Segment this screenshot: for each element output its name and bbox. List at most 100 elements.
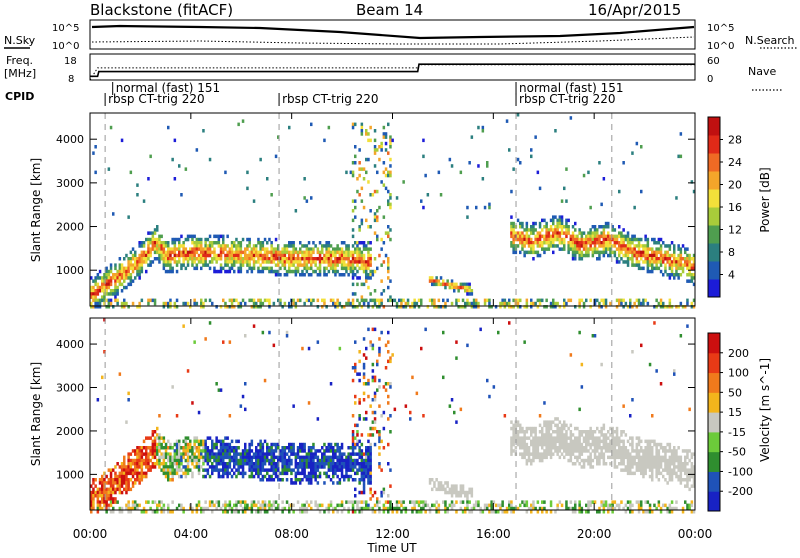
power-cell [286,270,289,274]
velocity-cell [273,510,276,514]
velocity-cell [189,446,192,450]
power-cell [176,270,179,274]
velocity-cell [640,344,643,348]
velocity-cell [664,446,667,450]
power-cell [539,238,542,242]
power-cell [138,276,141,280]
power-cell [488,302,491,306]
velocity-cell [664,462,667,466]
power-cell [295,260,298,264]
power-cell [273,254,276,257]
velocity-cell [644,446,647,450]
velocity-cell [614,459,617,463]
power-cell [466,292,469,296]
velocity-cell [682,510,685,514]
velocity-cell [178,468,181,472]
power-cell [666,251,669,255]
velocity-cell [532,440,535,444]
velocity-cell [270,465,273,469]
power-cell [123,302,126,306]
power-cell [110,283,113,287]
velocity-cell [314,456,317,460]
power-cell [482,177,485,181]
velocity-cell [257,468,260,472]
velocity-cell [213,446,216,450]
velocity-cell [629,452,632,456]
velocity-cell [354,500,357,504]
velocity-cell [356,472,359,476]
velocity-cell [620,430,623,434]
velocity-cell [363,475,366,479]
velocity-cell [581,452,584,456]
velocity-cell [350,475,353,479]
velocity-cell [435,500,438,504]
velocity-cell [182,510,185,514]
velocity-cell [367,382,370,386]
power-cell [636,142,639,146]
power-cell [339,254,342,257]
velocity-cell [209,456,212,460]
power-cell [559,225,562,229]
power-cell [314,270,317,274]
velocity-cell [620,462,623,466]
power-cell [675,267,678,271]
power-cell [576,251,579,255]
power-cell [209,251,212,255]
power-cell [301,257,304,261]
velocity-cell [365,456,368,460]
velocity-cell [592,449,595,453]
velocity-cell [627,468,630,472]
power-cell [149,241,152,245]
velocity-cell [134,462,137,466]
power-cell [383,241,386,245]
velocity-cell [152,500,155,504]
power-cell [625,244,628,248]
power-cell [655,257,658,261]
velocity-cell [671,468,674,472]
power-cell [174,247,177,251]
power-cell [532,251,535,255]
velocity-cell [440,488,443,492]
power-cell [336,263,339,267]
velocity-cell [358,462,361,466]
power-cell [193,244,196,248]
velocity-cell [156,436,159,440]
velocity-cell [614,500,617,504]
power-cell [660,244,663,248]
velocity-cell [477,504,480,508]
velocity-cell [110,491,113,495]
power-cell [154,238,157,242]
power-cell [389,139,392,143]
power-cell [541,244,544,248]
power-cell [460,286,463,290]
power-cell [240,244,243,248]
power-cell [358,257,361,261]
velocity-cell [154,430,157,434]
velocity-cell [290,443,293,447]
power-cell [350,302,353,306]
power-cell [396,196,399,200]
power-cell [457,299,460,303]
power-cell [328,263,331,267]
velocity-cell [185,443,188,447]
power-cell [367,158,370,162]
velocity-cell [517,430,520,434]
velocity-cell [534,456,537,460]
power-cell [174,254,177,257]
velocity-cell [578,452,581,456]
velocity-cell [356,440,359,444]
velocity-cell [341,452,344,456]
power-cell [581,244,584,248]
power-cell [512,235,515,239]
power-cell [686,267,689,271]
power-cell [350,263,353,267]
velocity-cell [559,443,562,447]
velocity-cell [581,430,584,434]
power-cell [561,228,564,232]
velocity-cell [638,500,641,504]
power-cell [365,263,368,267]
velocity-cell [374,504,377,508]
velocity-cell [97,488,100,492]
power-cell [380,302,383,306]
velocity-cell [444,504,447,508]
